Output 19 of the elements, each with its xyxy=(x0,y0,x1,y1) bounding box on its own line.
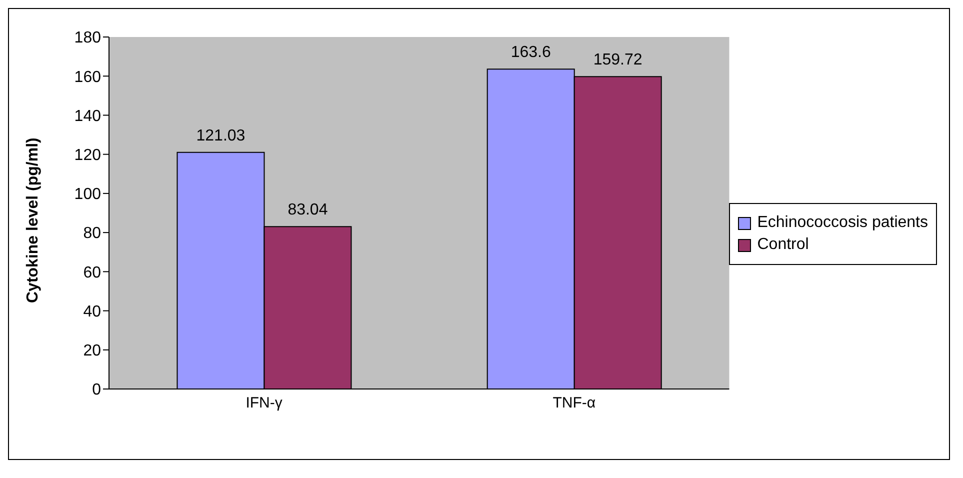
y-tick-label: 60 xyxy=(83,264,102,282)
y-tick-label: 20 xyxy=(83,342,102,360)
y-tick-label: 100 xyxy=(74,186,102,204)
y-tick-label: 160 xyxy=(74,68,102,86)
y-tick-label: 180 xyxy=(74,30,102,47)
x-tick-label: TNF-α xyxy=(552,394,596,412)
legend-label: Echinococcosis patients xyxy=(756,214,928,232)
x-tick-label: IFN-γ xyxy=(246,394,283,412)
y-tick-label: 140 xyxy=(74,108,102,125)
data-label: 163.6 xyxy=(510,44,551,62)
legend-label: Control xyxy=(756,236,810,254)
y-axis-title: Cytokine level (pg/ml) xyxy=(24,138,42,303)
y-tick-label: 40 xyxy=(83,303,102,320)
y-tick-label: 120 xyxy=(74,147,102,164)
y-tick-label: 80 xyxy=(83,225,102,242)
data-label: 159.72 xyxy=(593,52,642,69)
data-label: 83.04 xyxy=(288,202,328,219)
y-tick-label: 0 xyxy=(92,382,102,399)
data-label: 121.03 xyxy=(196,127,246,144)
